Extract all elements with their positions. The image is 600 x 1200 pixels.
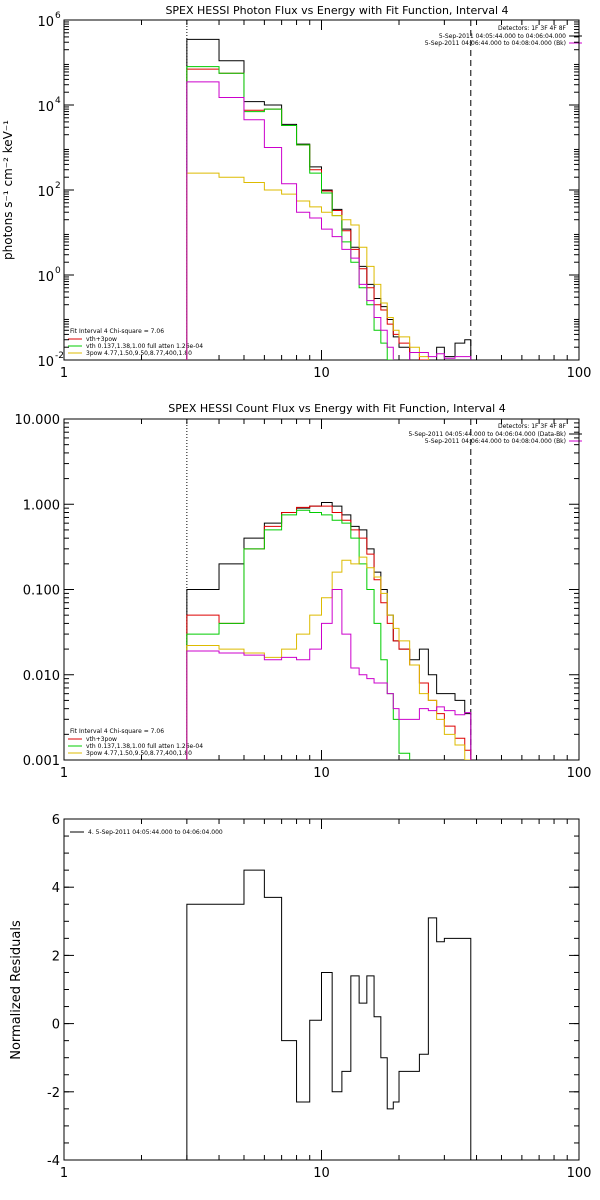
photon-flux-y-tick-exponent: -2	[55, 351, 64, 361]
photon-flux-data-series	[186, 38, 472, 360]
residuals-legend-entry: 4. 5-Sep-2011 04:05:44.000 to 04:06:04.0…	[88, 829, 223, 836]
photon-flux-title: SPEX HESSI Photon Flux vs Energy with Fi…	[165, 4, 508, 17]
photon-flux-header: Detectors: 1F 3F 4F 8F 5-Sep-2011 04:05:…	[425, 25, 582, 47]
photon-flux-x-tick-label: 100	[567, 366, 592, 381]
photon-flux-y-tick-label: 10	[37, 270, 54, 285]
count-flux-y-tick-label: 0.010	[23, 669, 60, 684]
count-flux-header-line-1: 5-Sep-2011 04:05:44.000 to 04:06:04.000 …	[408, 431, 566, 438]
count-flux-legend-title: Fit Interval 4 Chi-square = 7.06	[70, 728, 164, 735]
count-flux-legend-entry-2: vth 0.137,1.38,1.00 full atten 1.26e-04	[86, 743, 203, 750]
photon-flux-legend-title: Fit Interval 4 Chi-square = 7.06	[70, 328, 164, 335]
count-flux-x-tick-label: 1	[60, 766, 68, 781]
photon-flux-y-tick-label: 10	[37, 185, 54, 200]
photon-flux-y-tick-label: 10	[37, 15, 54, 30]
residuals-y-tick-label: -2	[47, 1086, 60, 1101]
residuals-legend: 4. 5-Sep-2011 04:05:44.000 to 04:06:04.0…	[70, 829, 223, 836]
photon-flux-y-tick-exponent: 0	[55, 266, 61, 276]
count-flux-header: Detectors: 1F 3F 4F 8F 5-Sep-2011 04:05:…	[408, 423, 582, 445]
residuals-y-tick-label: 4	[52, 881, 60, 896]
photon-flux-vth-3pow-series	[186, 68, 429, 360]
photon-flux-y-tick-exponent: 4	[55, 96, 61, 106]
count-flux-y-tick-label: 0.100	[23, 584, 60, 599]
count-flux-legend-entry-1: vth+3pow	[86, 736, 117, 743]
photon-flux-header-line-1: 5-Sep-2011 04:05:44.000 to 04:06:04.000	[439, 33, 566, 40]
residuals-x-tick-label: 100	[567, 1166, 592, 1181]
photon-flux-y-axis-label: photons s⁻¹ cm⁻² keV⁻¹	[1, 120, 15, 260]
residuals-y-tick-label: 2	[52, 949, 60, 964]
count-flux-y-tick-label: 1.000	[23, 498, 60, 513]
residuals-x-tick-label: 10	[313, 1166, 330, 1181]
photon-flux-y-tick-label: 10	[37, 100, 54, 115]
photon-flux-legend-entry-2: vth 0.137,1.38,1.00 full atten 1.26e-04	[86, 343, 203, 350]
count-flux-header-line-2: 5-Sep-2011 04:06:44.000 to 04:08:04.000 …	[425, 438, 566, 445]
count-flux-legend-entry-3: 3pow 4.77,1.50,9.50,8.77,400,1.80	[86, 750, 192, 757]
count-flux-vth-series	[186, 509, 411, 760]
residuals-y-tick-label: -4	[47, 1154, 60, 1169]
residuals-y-tick-label: 6	[52, 813, 60, 828]
photon-flux-legend-entry-1: vth+3pow	[86, 336, 117, 343]
photon-flux-x-tick-label: 10	[313, 366, 330, 381]
photon-flux-detectors-text: Detectors: 1F 3F 4F 8F	[498, 25, 567, 32]
count-flux-legend: Fit Interval 4 Chi-square = 7.06 vth+3po…	[68, 728, 203, 757]
count-flux-vth-3pow-series	[186, 505, 472, 760]
count-flux-y-tick-label: 10.000	[15, 413, 61, 428]
count-flux-y-tick-label: 0.001	[23, 754, 60, 769]
residuals-panel: Normalized Residuals 4. 5-Sep-2011 04:05…	[9, 813, 591, 1181]
photon-flux-x-tick-label: 1	[60, 366, 68, 381]
photon-flux-bk-series	[186, 81, 472, 360]
count-flux-detectors-text: Detectors: 1F 3F 4F 8F	[498, 423, 567, 430]
count-flux-frame	[63, 418, 580, 761]
count-flux-title: SPEX HESSI Count Flux vs Energy with Fit…	[168, 402, 505, 415]
count-flux-panel: SPEX HESSI Count Flux vs Energy with Fit…	[15, 402, 592, 781]
count-flux-x-tick-label: 100	[567, 766, 592, 781]
residuals-x-tick-label: 1	[60, 1166, 68, 1181]
residuals-y-axis-label: Normalized Residuals	[9, 920, 24, 1060]
residuals-residuals-series	[186, 869, 472, 1160]
count-flux-bk-series	[186, 589, 472, 760]
photon-flux-legend-entry-3: 3pow 4.77,1.50,9.50,8.77,400,1.80	[86, 350, 192, 357]
photon-flux-header-line-2: 5-Sep-2011 04:06:44.000 to 04:08:04.000 …	[425, 40, 566, 47]
photon-flux-y-tick-exponent: 6	[55, 11, 61, 21]
residuals-y-tick-label: 0	[52, 1018, 60, 1033]
photon-flux-y-tick-exponent: 2	[55, 181, 61, 191]
photon-flux-3pow-series	[186, 172, 429, 360]
count-flux-data-series	[186, 501, 472, 760]
photon-flux-vth-series	[186, 66, 394, 360]
photon-flux-legend: Fit Interval 4 Chi-square = 7.06 vth+3po…	[68, 328, 203, 357]
count-flux-x-tick-label: 10	[313, 766, 330, 781]
photon-flux-panel: SPEX HESSI Photon Flux vs Energy with Fi…	[1, 4, 591, 381]
photon-flux-y-tick-label: 10	[37, 355, 54, 370]
